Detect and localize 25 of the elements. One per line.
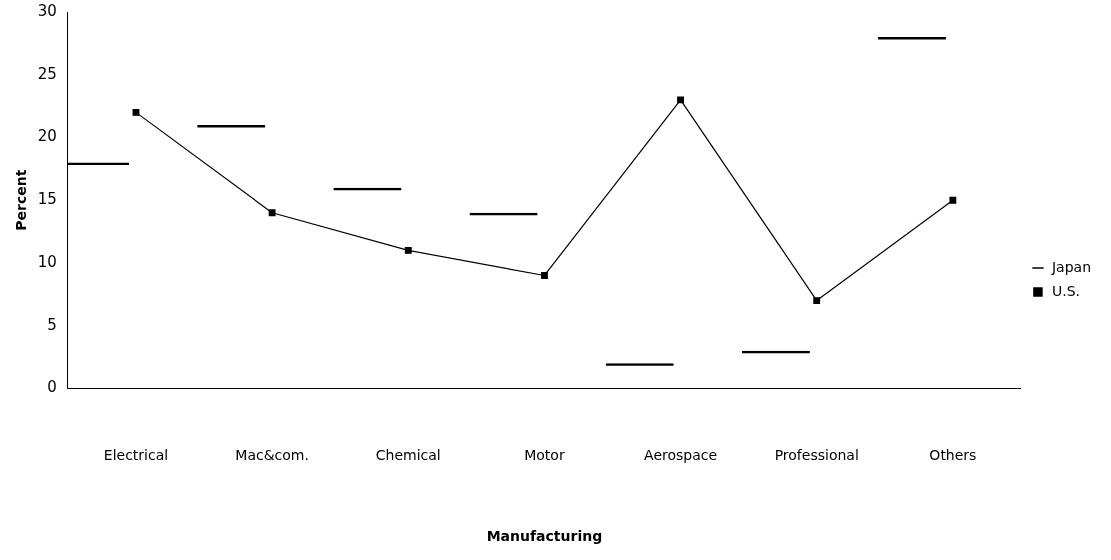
x-tick-label: Electrical (103, 447, 169, 464)
y-tick-label: 30 (37, 1, 57, 20)
y-tick-label: 0 (47, 378, 57, 397)
y-tick-label: 15 (37, 190, 57, 209)
x-tick-label: Chemical (375, 447, 441, 464)
legend-label: Japan (1050, 258, 1091, 275)
x-tick-label: Others (929, 447, 977, 464)
point (268, 209, 276, 217)
y-tick-label: 10 (37, 252, 57, 271)
point (132, 108, 140, 116)
point (813, 297, 821, 304)
x-tick-label: Motor (524, 447, 565, 464)
y-axis-title: Percent (13, 169, 30, 231)
x-tick-label: Mac&com. (235, 447, 309, 464)
point (404, 246, 412, 254)
y-tick-label: 5 (47, 315, 57, 334)
y-tick-label: 20 (37, 127, 57, 146)
x-axis-title: Manufacturing (486, 528, 603, 545)
x-tick-label: Aerospace (644, 447, 718, 464)
x-tick-label: Professional (774, 447, 859, 464)
y-tick-label: 25 (37, 64, 57, 83)
point (540, 272, 548, 279)
legend-label: U.S. (1051, 282, 1080, 299)
point (949, 196, 957, 204)
point (677, 96, 684, 104)
